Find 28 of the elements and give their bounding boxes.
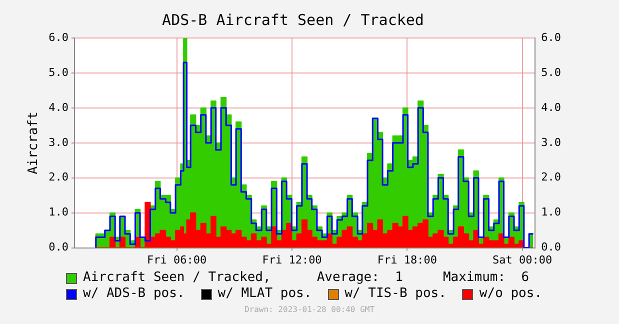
y-axis-title: Aircraft [26,112,42,174]
chart-title: ADS-B Aircraft Seen / Tracked [162,10,424,29]
y-tick-label: 4.0 [48,100,68,114]
y2-tick-label: 3.0 [541,136,562,149]
text: Average: 1 [316,270,403,286]
y-tick-label: 0.0 [48,240,68,254]
x-tick-label: Fri 12:00 [262,253,322,266]
y-tick-label: 5.0 [48,66,68,79]
y2-tick-label: 1.0 [541,206,562,219]
y2-tick-label: 2.0 [541,170,562,184]
x-tick-label: Fri 06:00 [147,253,207,266]
y-tick-label: 6.0 [48,30,68,44]
legend-label: w/ MLAT pos. [218,286,312,302]
legend-label: w/ TIS-B pos. [344,286,446,302]
y2-tick-label: 4.0 [541,100,562,114]
y2-tick-label: 5.0 [541,66,562,79]
y2-tick-label: 6.0 [541,30,562,44]
text: Maximum: 6 [442,270,530,286]
x-tick-label: Sat 00:00 [492,253,552,266]
y-tick-label: 1.0 [48,206,68,219]
y2-tick-label: 0.0 [541,240,562,254]
legend-label: w/o pos. [479,286,542,302]
text: Drawn: 2023-01-28 00:40 GMT [243,305,376,314]
y-tick-label: 2.0 [48,170,68,184]
y-tick-label: 3.0 [48,136,68,149]
legend-label: w/ ADS-B pos. [83,286,185,302]
x-tick-label: Fri 18:00 [377,253,437,266]
legend-label: Aircraft Seen / Tracked, [83,270,271,286]
